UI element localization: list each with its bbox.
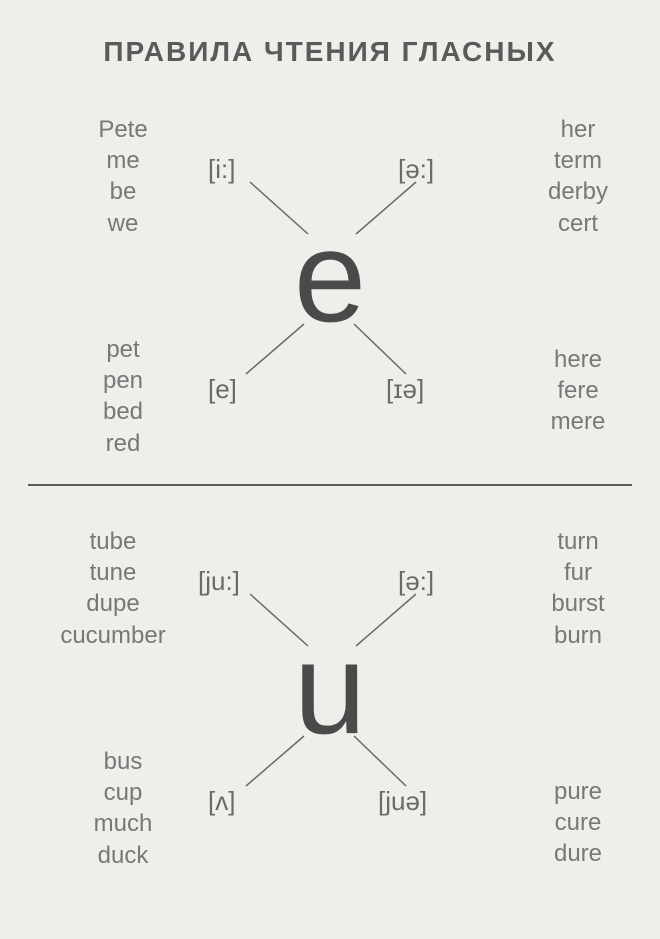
word: bed — [68, 396, 178, 427]
word: fere — [523, 375, 633, 406]
words-e-tl: Pete me be we — [68, 114, 178, 239]
word: cup — [68, 777, 178, 808]
words-e-tr: her term derby cert — [523, 114, 633, 239]
words-u-bl: bus cup much duck — [68, 746, 178, 871]
phoneme-u-tl: [ju:] — [198, 566, 240, 597]
word: dure — [523, 838, 633, 869]
words-u-tr: turn fur burst burn — [523, 526, 633, 651]
word: burst — [523, 588, 633, 619]
section-u: u [ju:] [ə:] [ʌ] [juə] tube tune dupe cu… — [28, 486, 632, 896]
words-e-br: here fere mere — [523, 344, 633, 438]
word: much — [68, 808, 178, 839]
word: pure — [523, 776, 633, 807]
phoneme-e-br: [ɪə] — [386, 374, 424, 405]
page: ПРАВИЛА ЧТЕНИЯ ГЛАСНЫХ e [i:] [ə:] [e] [… — [0, 0, 660, 939]
phoneme-u-br: [juə] — [378, 786, 427, 817]
phoneme-e-tr: [ə:] — [398, 154, 434, 185]
section-e: e [i:] [ə:] [e] [ɪə] Pete me be we her t… — [28, 74, 632, 484]
word: pet — [68, 334, 178, 365]
word: cucumber — [38, 620, 188, 651]
phoneme-e-tl: [i:] — [208, 154, 235, 185]
word: derby — [523, 176, 633, 207]
word: tube — [38, 526, 188, 557]
word: fur — [523, 557, 633, 588]
word: here — [523, 344, 633, 375]
words-e-bl: pet pen bed red — [68, 334, 178, 459]
words-u-br: pure cure dure — [523, 776, 633, 870]
word: tune — [38, 557, 188, 588]
word: cert — [523, 208, 633, 239]
word: bus — [68, 746, 178, 777]
vowel-letter-e: e — [294, 218, 366, 335]
word: me — [68, 145, 178, 176]
page-title: ПРАВИЛА ЧТЕНИЯ ГЛАСНЫХ — [28, 36, 632, 68]
word: be — [68, 176, 178, 207]
word: her — [523, 114, 633, 145]
word: term — [523, 145, 633, 176]
word: mere — [523, 406, 633, 437]
word: duck — [68, 840, 178, 871]
phoneme-u-tr: [ə:] — [398, 566, 434, 597]
word: Pete — [68, 114, 178, 145]
word: burn — [523, 620, 633, 651]
phoneme-u-bl: [ʌ] — [208, 786, 235, 817]
word: red — [68, 428, 178, 459]
word: pen — [68, 365, 178, 396]
word: dupe — [38, 588, 188, 619]
words-u-tl: tube tune dupe cucumber — [38, 526, 188, 651]
phoneme-e-bl: [e] — [208, 374, 237, 405]
word: cure — [523, 807, 633, 838]
vowel-letter-u: u — [294, 630, 366, 747]
word: we — [68, 208, 178, 239]
word: turn — [523, 526, 633, 557]
